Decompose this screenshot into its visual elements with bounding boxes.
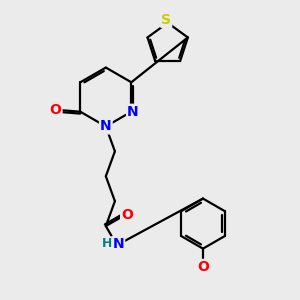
Text: O: O — [50, 103, 62, 117]
Text: S: S — [161, 13, 171, 27]
Text: N: N — [127, 105, 139, 119]
Text: H: H — [102, 238, 112, 250]
Text: N: N — [100, 119, 112, 134]
Text: N: N — [112, 237, 124, 251]
Text: O: O — [198, 260, 209, 274]
Text: O: O — [121, 208, 133, 222]
